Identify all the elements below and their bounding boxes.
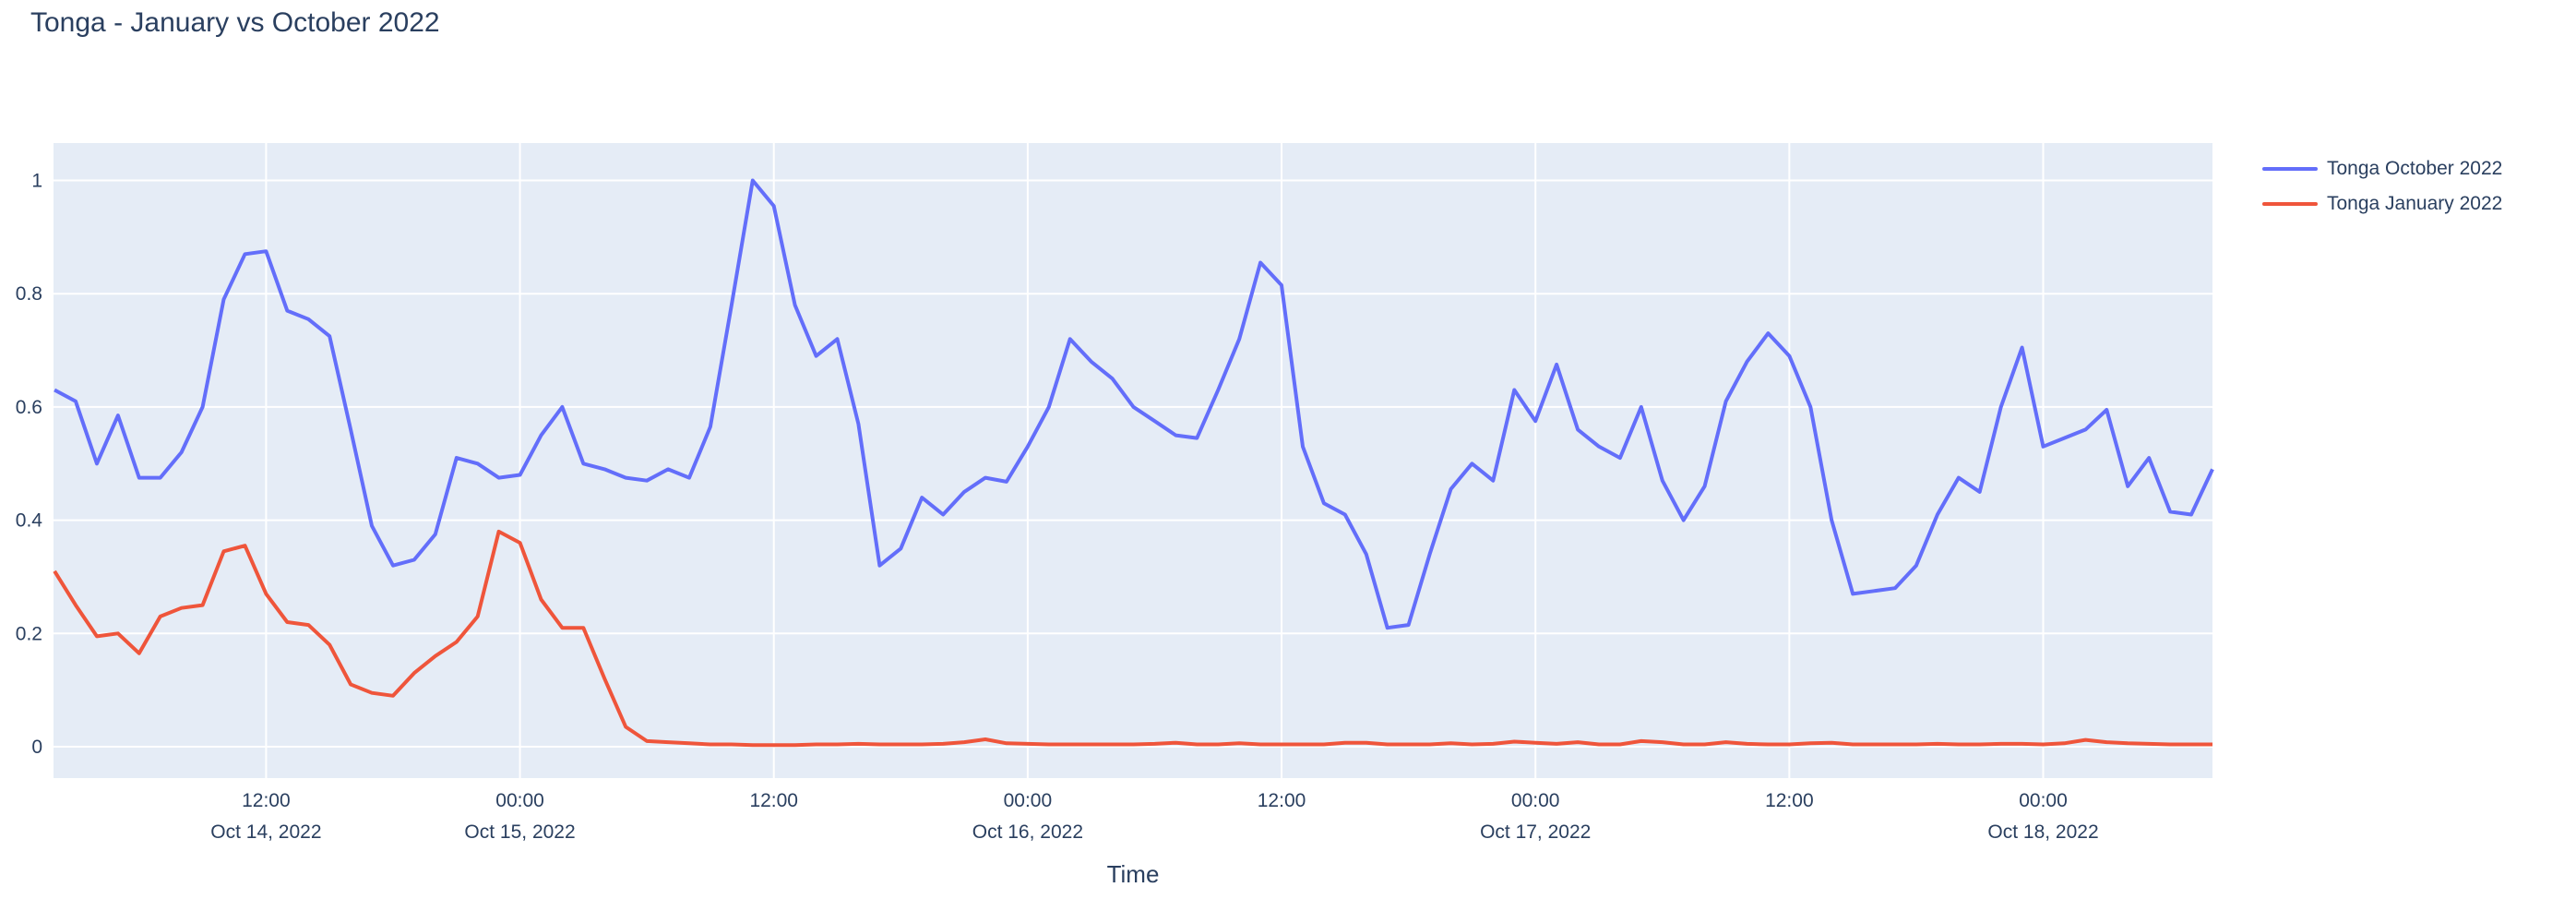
- january-line-swatch-icon: [2262, 202, 2318, 206]
- legend-label-january: Tonga January 2022: [2327, 193, 2503, 214]
- tonga-october-2022-line[interactable]: [54, 178, 2214, 630]
- y-tick-label: 0.6: [16, 397, 42, 418]
- x-tick-time-label: 12:00: [242, 790, 291, 811]
- legend-entry-january[interactable]: Tonga January 2022: [2262, 186, 2502, 222]
- x-tick-date-label: Oct 17, 2022: [1480, 821, 1591, 843]
- x-tick-time-label: 12:00: [749, 790, 798, 811]
- x-tick-time-label: 00:00: [1511, 790, 1560, 811]
- legend: Tonga October 2022 Tonga January 2022: [2262, 151, 2502, 222]
- october-line-swatch-icon: [2262, 167, 2318, 171]
- legend-entry-october[interactable]: Tonga October 2022: [2262, 151, 2502, 186]
- chart-title: Tonga - January vs October 2022: [30, 7, 440, 38]
- x-tick-date-label: Oct 15, 2022: [464, 821, 575, 843]
- x-tick-date-label: Oct 16, 2022: [972, 821, 1083, 843]
- tonga-january-2022-line[interactable]: [53, 529, 2212, 748]
- x-tick-time-label: 00:00: [1004, 790, 1053, 811]
- x-tick-date-label: Oct 18, 2022: [1987, 821, 2098, 843]
- x-tick-time-label: 00:00: [2019, 790, 2068, 811]
- y-tick-label: 0.4: [16, 510, 43, 532]
- x-tick-time-label: 00:00: [495, 790, 544, 811]
- x-tick-date-label: Oct 14, 2022: [210, 821, 321, 843]
- x-axis-title: Time: [1106, 860, 1160, 888]
- legend-label-october: Tonga October 2022: [2327, 158, 2503, 179]
- y-tick-label: 0: [31, 737, 42, 758]
- x-tick-time-label: 12:00: [1258, 790, 1306, 811]
- x-tick-time-label: 12:00: [1765, 790, 1814, 811]
- y-tick-label: 0.2: [16, 623, 42, 644]
- plot-background: [54, 143, 2212, 778]
- y-tick-label: 1: [31, 171, 42, 192]
- y-tick-label: 0.8: [16, 283, 42, 305]
